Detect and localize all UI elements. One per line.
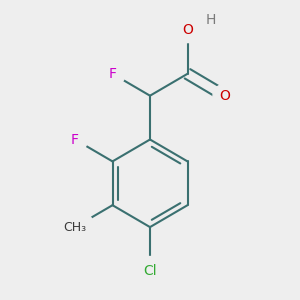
Text: F: F [109, 67, 116, 81]
Circle shape [175, 17, 200, 43]
Text: Cl: Cl [143, 264, 157, 278]
Text: H: H [206, 13, 216, 27]
Circle shape [100, 61, 125, 86]
Text: CH₃: CH₃ [63, 220, 87, 234]
Text: O: O [219, 89, 230, 103]
Text: F: F [71, 133, 79, 146]
Text: O: O [182, 23, 193, 37]
Circle shape [56, 208, 94, 246]
Circle shape [213, 84, 236, 107]
Circle shape [62, 127, 88, 152]
Circle shape [136, 256, 164, 285]
